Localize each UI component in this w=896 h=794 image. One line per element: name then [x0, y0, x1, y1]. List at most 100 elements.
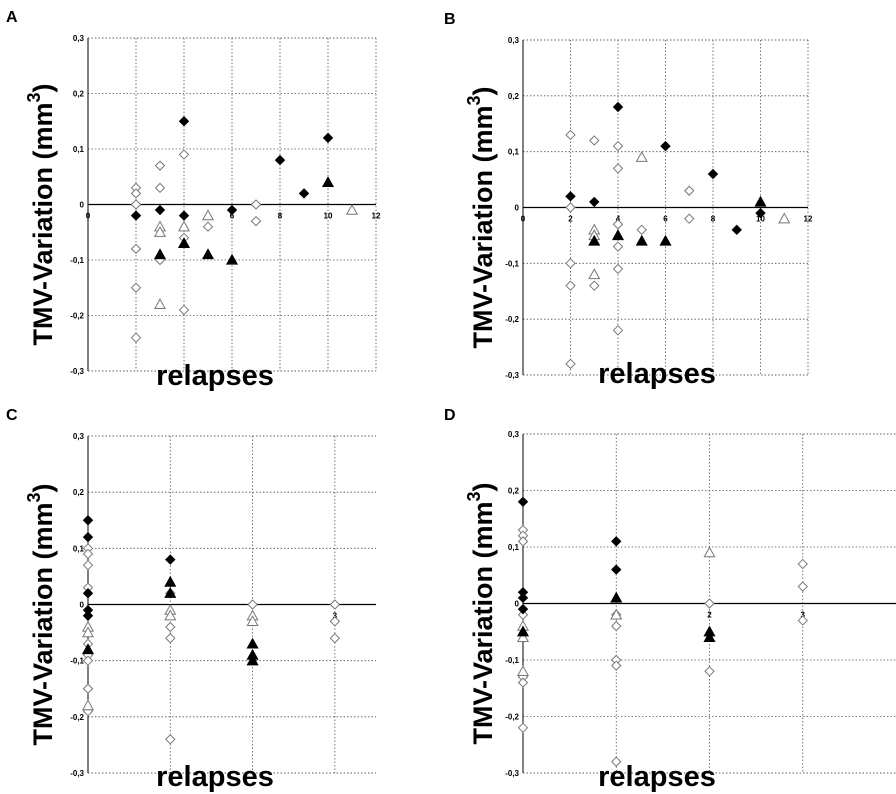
point-open-diamond	[154, 160, 166, 171]
y-axis-title-close: )	[28, 483, 58, 492]
x-tick-label: 10	[756, 215, 765, 224]
point-open-triangle	[516, 665, 530, 676]
point-open-diamond	[247, 599, 258, 610]
x-tick-label: 2	[707, 611, 712, 620]
point-open-diamond	[611, 660, 622, 671]
x-axis-title: relapses	[598, 761, 716, 793]
point-open-diamond	[165, 734, 176, 745]
point-filled-triangle	[81, 643, 95, 655]
point-open-diamond	[517, 677, 529, 688]
point-filled-diamond	[612, 101, 624, 113]
point-open-diamond	[797, 615, 808, 626]
x-axis-title: relapses	[156, 761, 274, 793]
y-axis-title-main: TMV-Variation (mm	[28, 102, 58, 345]
y-axis-title: TMV-Variation (mm3)	[24, 83, 58, 345]
panel-d: D0,30,20,10-0,1-0,2-0,30123TMV-Variation…	[444, 407, 896, 793]
y-tick-label: 0,3	[508, 430, 520, 439]
point-open-diamond	[178, 149, 190, 160]
point-filled-triangle	[610, 591, 623, 603]
point-filled-diamond	[165, 554, 176, 565]
point-filled-triangle	[164, 587, 177, 598]
point-filled-triangle	[177, 237, 191, 249]
y-axis-title-close: )	[28, 83, 58, 92]
y-tick-label: 0	[515, 600, 520, 609]
point-open-diamond	[165, 632, 176, 644]
point-open-diamond	[130, 332, 142, 343]
point-filled-diamond	[611, 564, 622, 575]
y-axis-title: TMV-Variation (mm3)	[464, 482, 498, 744]
y-tick-label: 0,2	[73, 90, 85, 99]
point-open-triangle	[81, 626, 95, 638]
y-tick-label: 0,3	[508, 36, 520, 45]
point-open-diamond	[704, 598, 715, 609]
point-open-triangle	[246, 615, 259, 627]
point-filled-diamond	[82, 588, 94, 599]
panel-label: C	[6, 407, 18, 424]
point-open-diamond	[517, 722, 529, 734]
point-filled-diamond	[322, 132, 334, 144]
y-axis-title: TMV-Variation (mm3)	[24, 483, 58, 745]
point-open-diamond	[612, 263, 624, 275]
y-tick-label: 0,2	[508, 487, 520, 496]
point-open-diamond	[154, 182, 166, 194]
point-filled-diamond	[565, 191, 576, 202]
y-tick-label: -0,2	[505, 315, 519, 324]
x-tick-label: 6	[663, 215, 668, 224]
point-filled-triangle	[703, 631, 716, 643]
point-open-triangle	[345, 203, 359, 215]
point-filled-triangle	[754, 195, 767, 207]
point-open-diamond	[130, 282, 142, 293]
point-open-triangle	[703, 546, 716, 558]
y-tick-label: -0,1	[505, 259, 519, 268]
y-tick-label: -0,3	[505, 769, 519, 778]
point-open-diamond	[130, 243, 142, 255]
point-open-diamond	[82, 548, 94, 560]
point-filled-triangle	[588, 234, 601, 246]
point-open-diamond	[130, 199, 142, 210]
y-axis-title-superscript: 3	[24, 92, 44, 102]
y-axis-title-superscript: 3	[24, 492, 44, 502]
point-open-triangle	[153, 226, 167, 237]
point-open-diamond	[612, 325, 624, 336]
y-tick-label: -0,2	[70, 713, 84, 722]
y-tick-label: 0	[80, 601, 85, 610]
point-open-diamond	[565, 129, 576, 141]
x-tick-label: 4	[616, 215, 621, 224]
point-filled-triangle	[611, 229, 625, 241]
point-open-diamond	[636, 224, 647, 236]
y-axis-title: TMV-Variation (mm3)	[464, 86, 498, 348]
point-open-diamond	[612, 163, 624, 174]
point-filled-triangle	[246, 654, 259, 666]
point-open-diamond	[82, 683, 94, 694]
point-filled-diamond	[130, 210, 142, 221]
point-filled-triangle	[164, 575, 177, 587]
x-tick-label: 12	[372, 212, 381, 221]
y-tick-label: -0,2	[70, 312, 84, 321]
y-tick-label: 0,1	[73, 544, 85, 553]
y-tick-label: -0,1	[70, 657, 84, 666]
y-tick-label: -0,3	[505, 371, 519, 380]
point-open-diamond	[565, 358, 576, 370]
y-tick-label: 0,3	[73, 432, 85, 441]
point-open-triangle	[153, 298, 167, 310]
y-tick-label: 0,1	[508, 543, 520, 552]
y-tick-label: -0,3	[70, 367, 84, 376]
x-tick-label: 2	[568, 215, 573, 224]
point-filled-triangle	[516, 625, 530, 637]
x-axis-title: relapses	[156, 360, 274, 392]
y-axis-title-superscript: 3	[464, 491, 484, 501]
y-tick-label: 0,1	[508, 148, 520, 157]
x-axis-title: relapses	[598, 358, 716, 390]
y-axis-title-main: TMV-Variation (mm	[28, 502, 58, 745]
point-filled-diamond	[178, 116, 190, 127]
point-open-diamond	[250, 199, 262, 210]
point-open-diamond	[329, 616, 341, 627]
point-open-diamond	[797, 581, 808, 592]
y-axis-title-close: )	[468, 86, 498, 95]
point-open-diamond	[612, 140, 624, 152]
point-open-diamond	[82, 559, 94, 571]
panel-b: B0,30,20,10-0,1-0,2-0,3024681012TMV-Vari…	[444, 11, 813, 390]
point-filled-triangle	[635, 234, 648, 246]
point-filled-triangle	[321, 176, 335, 187]
x-tick-label: 10	[324, 212, 333, 221]
